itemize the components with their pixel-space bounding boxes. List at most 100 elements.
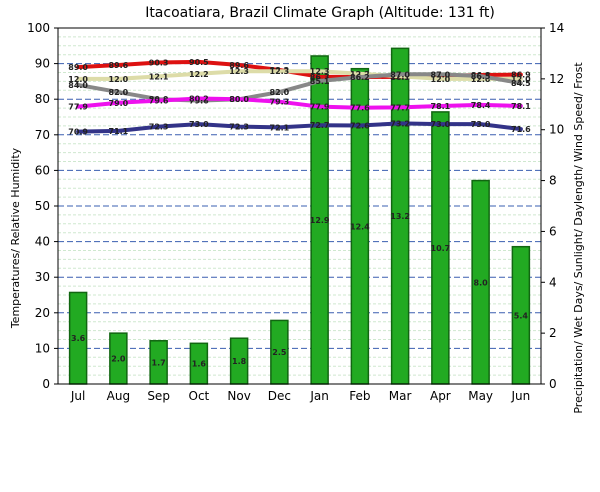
series-point-label: 72.3 xyxy=(149,123,169,132)
series-point-label: 89.0 xyxy=(68,63,88,72)
x-tick-label: Mar xyxy=(389,389,412,403)
series-point-label: 79.6 xyxy=(149,97,169,106)
series-point-label: 79.3 xyxy=(270,98,290,107)
series-point-label: 12.0 xyxy=(68,75,88,84)
series-point-label: 87.0 xyxy=(390,70,410,79)
precip-bar-label: 12.4 xyxy=(350,222,370,231)
y-tick-label: 80 xyxy=(35,92,50,106)
x-tick-label: Sep xyxy=(147,389,170,403)
series-point-label: 85.1 xyxy=(310,77,330,86)
y2-tick-label: 10 xyxy=(549,123,564,137)
series-point-label: 77.9 xyxy=(68,103,88,112)
y2-axis-label: Precipitation/ Wet Days/ Sunlight/ Dayle… xyxy=(572,62,585,414)
x-tick-label: Jul xyxy=(70,389,85,403)
series-point-label: 70.9 xyxy=(68,128,88,137)
y-tick-label: 0 xyxy=(42,377,50,391)
series-point-label: 82.0 xyxy=(109,88,129,97)
precip-bar-label: 1.6 xyxy=(192,360,207,369)
series-line xyxy=(76,121,523,134)
y-axis-label: Temperatures/ Relative Humidity xyxy=(9,147,22,329)
y2-tick-label: 2 xyxy=(549,326,557,340)
precip-bar-label: 13.2 xyxy=(390,212,410,221)
series-point-label: 12.1 xyxy=(149,72,169,81)
y2-tick-label: 4 xyxy=(549,275,557,289)
precip-bar-label: 1.8 xyxy=(232,357,247,366)
y2-tick-label: 14 xyxy=(549,21,564,35)
series-point-label: 77.6 xyxy=(350,104,370,113)
y2-tick-label: 12 xyxy=(549,72,564,86)
series-point-label: 12.0 xyxy=(511,75,531,84)
y-tick-label: 90 xyxy=(35,57,50,71)
series-point-label: 12.3 xyxy=(270,67,290,76)
y2-tick-label: 8 xyxy=(549,174,557,188)
series-point-label: 86.3 xyxy=(310,73,330,82)
series-point-label: 90.5 xyxy=(189,58,209,67)
series-point-label: 86.5 xyxy=(471,72,491,81)
x-tick-label: Nov xyxy=(227,389,250,403)
series-point-label: 72.6 xyxy=(350,122,370,131)
y-tick-label: 100 xyxy=(27,21,50,35)
series-point-label: 73.0 xyxy=(431,120,451,129)
x-tick-label: May xyxy=(468,389,493,403)
precip-bar-label: 2.0 xyxy=(111,355,126,364)
series-point-label: 82.0 xyxy=(270,88,290,97)
bars: 3.6 2.0 1.7 1.6 1.8 2.5 12.9 12.4 13.2 10.7 8.0 5.4 xyxy=(68,47,531,385)
series-point-label: 77.9 xyxy=(310,103,330,112)
series-point-label: 12.2 xyxy=(189,70,209,79)
series-point-label: 89.6 xyxy=(109,61,129,70)
series-point-label: 73.2 xyxy=(390,119,410,128)
series-point-label: 87.0 xyxy=(431,70,451,79)
grid xyxy=(58,36,541,376)
series-point-label: 72.7 xyxy=(310,121,330,130)
series-point-label: 12.0 xyxy=(109,75,129,84)
y-tick-label: 60 xyxy=(35,163,50,177)
x-tick-label: Jan xyxy=(309,389,329,403)
y2-tick-label: 6 xyxy=(549,224,557,238)
lines: 89.0 89.6 90.3 90.5 89.688.286.3 86.2 86.3 86.5… xyxy=(68,58,531,137)
series-point-label: 78.4 xyxy=(471,101,491,110)
series-line xyxy=(76,96,523,110)
series-point-label: 12.3 xyxy=(229,67,249,76)
precip-bar-label: 1.7 xyxy=(152,358,166,367)
series-point-label: 12.2 xyxy=(350,70,370,79)
series-point-label: 84.0 xyxy=(68,81,88,90)
series-point-label: 86.2 xyxy=(350,73,370,82)
series-point-label: 73.0 xyxy=(189,120,209,129)
series-point-label: 77.7 xyxy=(390,103,410,112)
series-point-label: 12.0 xyxy=(471,75,491,84)
x-tick-label: Jun xyxy=(511,389,531,403)
y-tick-label: 70 xyxy=(35,128,50,142)
x-tick-label: Apr xyxy=(430,389,451,403)
series-point-label: 86.9 xyxy=(511,71,531,80)
series-point-label: 89.6 xyxy=(229,61,249,70)
series-point-label: 84.5 xyxy=(511,79,531,88)
y-tick-label: 50 xyxy=(35,199,50,213)
y-tick-label: 20 xyxy=(35,306,50,320)
x-tick-label: Aug xyxy=(107,389,130,403)
x-tick-label: Oct xyxy=(189,389,210,403)
series-point-label: 79.6 xyxy=(189,97,209,106)
series-line xyxy=(76,69,523,81)
x-tick-label: Dec xyxy=(268,389,291,403)
series-point-label: 71.6 xyxy=(511,125,531,134)
series-point-label: 73.0 xyxy=(471,120,491,129)
y-tick-label: 40 xyxy=(35,235,50,249)
y-tick-label: 10 xyxy=(35,341,50,355)
y2-tick-label: 0 xyxy=(549,377,557,391)
series-point-label: 79.0 xyxy=(109,99,129,108)
series-point-label: 72.3 xyxy=(229,123,249,132)
series-point-label: 72.1 xyxy=(270,123,290,132)
series-point-label: 90.3 xyxy=(149,59,169,68)
series-line xyxy=(76,72,523,103)
precip-bar-label: 2.5 xyxy=(272,348,287,357)
series-point-label: 12.3 xyxy=(310,67,330,76)
series-point-label: 80.2 xyxy=(189,94,209,103)
precip-bar-label: 12.9 xyxy=(310,216,330,225)
series-point-label: 12.1 xyxy=(390,72,410,81)
precip-bar-label: 10.7 xyxy=(431,244,451,253)
x-tick-label: Feb xyxy=(349,389,370,403)
ticks: 0 10 20 30 40 50 60 70 80 90 100 0 2 4 6 8 10 12 14 Jul Aug S… xyxy=(27,21,564,403)
chart-title: Itacoatiara, Brazil Climate Graph (Altit… xyxy=(145,5,495,21)
series-point-label: 78.1 xyxy=(431,102,451,111)
